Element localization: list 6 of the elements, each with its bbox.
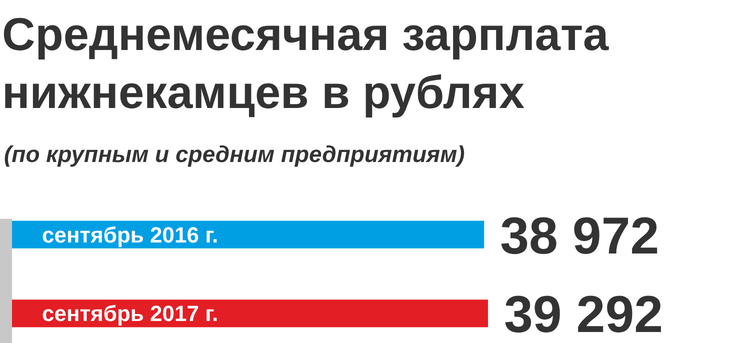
- data-label: 39 292: [504, 286, 664, 343]
- chart-subtitle: (по крупным и средним предприятиям): [4, 141, 465, 167]
- chart-title: Среднемесячная зарплата нижнекамцев в рублях: [2, 8, 610, 118]
- y-tick-label: сентябрь 2017 г.: [42, 301, 218, 326]
- y-tick-label: сентябрь 2016 г.: [42, 222, 218, 248]
- data-label: 38 972: [500, 207, 660, 266]
